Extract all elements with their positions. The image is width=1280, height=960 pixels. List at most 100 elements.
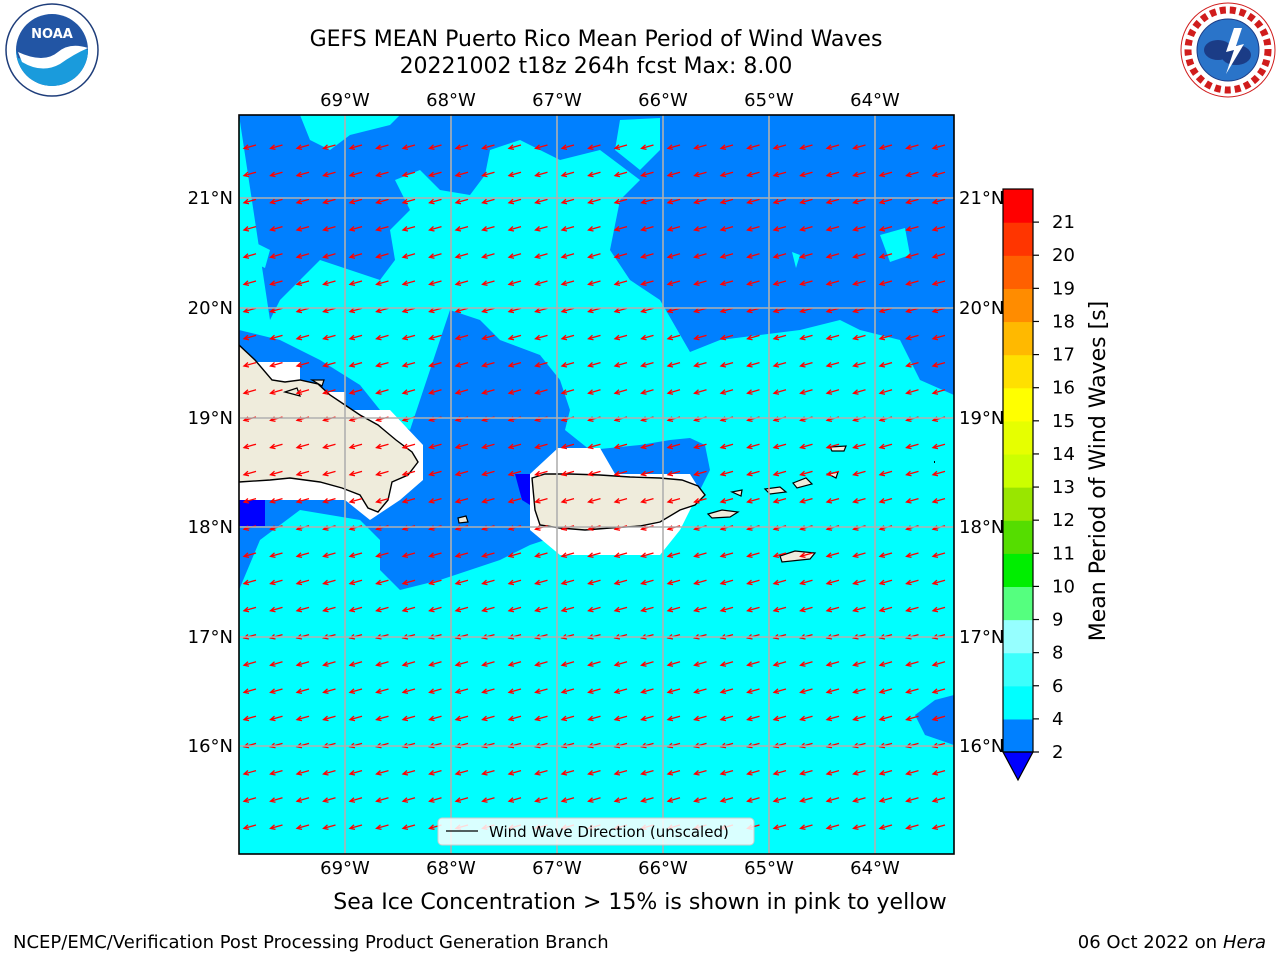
wind-wave-arrow xyxy=(588,688,601,694)
wind-wave-arrow xyxy=(932,824,946,830)
lon-label: 64°W xyxy=(850,90,900,111)
wave-period-region-north xyxy=(239,115,954,395)
lon-label: 66°W xyxy=(638,858,688,879)
wind-wave-arrow xyxy=(535,497,548,503)
wind-wave-arrow xyxy=(747,171,760,177)
wind-wave-arrow xyxy=(323,389,336,394)
wind-wave-arrow-head xyxy=(640,579,647,586)
wind-wave-arrow xyxy=(800,797,813,802)
colorbar-tick-label: 4 xyxy=(1052,709,1063,730)
wind-wave-arrow xyxy=(773,797,787,802)
colorbar-tick-label: 12 xyxy=(1052,510,1075,531)
wind-wave-arrow-head xyxy=(719,498,727,504)
wind-wave-arrow-head xyxy=(878,307,886,314)
lat-label: 19°N xyxy=(188,408,233,429)
wind-wave-arrow xyxy=(906,361,919,367)
wind-wave-arrow-head xyxy=(719,198,727,205)
wind-wave-arrow-head xyxy=(428,443,435,450)
wind-wave-arrow-head xyxy=(905,770,912,776)
wind-wave-arrow-head xyxy=(560,362,568,368)
wind-wave-arrow-head xyxy=(666,253,674,259)
colorbar-tick-label: 19 xyxy=(1052,278,1075,299)
wind-wave-arrow xyxy=(853,824,866,830)
wind-wave-arrow-head xyxy=(693,715,700,722)
wind-wave-arrow xyxy=(906,661,919,666)
wind-wave-arrow-head xyxy=(878,144,886,151)
wind-wave-arrow xyxy=(614,361,628,367)
wind-wave-arrow-head xyxy=(242,334,250,341)
wind-wave-arrow xyxy=(853,334,866,340)
wind-wave-arrow-head xyxy=(375,770,382,776)
wind-wave-arrow xyxy=(800,715,813,721)
wind-wave-arrow-head xyxy=(878,824,886,831)
wind-wave-arrow xyxy=(243,198,257,204)
wind-wave-arrow-head xyxy=(560,661,568,667)
wind-wave-arrow-head xyxy=(799,770,806,776)
wind-wave-arrow xyxy=(720,688,734,694)
wind-wave-arrow-head xyxy=(719,280,727,287)
wave-period-deep-central xyxy=(515,474,530,505)
wind-wave-arrow-head xyxy=(693,498,700,504)
wind-wave-arrow xyxy=(588,334,601,340)
wind-wave-arrow-head xyxy=(878,253,886,259)
wind-wave-arrow xyxy=(932,715,946,721)
wind-wave-arrow-head xyxy=(613,797,621,803)
wind-wave-arrow-head xyxy=(799,280,806,287)
wind-wave-arrow-head xyxy=(295,280,303,287)
wind-wave-arrow-head xyxy=(269,470,276,477)
wind-wave-arrow-head xyxy=(587,661,594,667)
wind-wave-arrow xyxy=(349,389,363,394)
wind-wave-arrow xyxy=(879,552,893,558)
wind-wave-arrow-head xyxy=(905,171,912,178)
wind-wave-arrow-head xyxy=(878,389,886,395)
wind-wave-arrow-head xyxy=(746,443,753,450)
wind-wave-arrow xyxy=(614,797,628,802)
wind-wave-arrow-head xyxy=(852,579,859,586)
wind-wave-arrow-head xyxy=(507,334,515,341)
wind-wave-arrow-head xyxy=(666,470,674,477)
footer-date-text: 06 Oct 2022 on xyxy=(1077,932,1223,953)
lat-label: 17°N xyxy=(959,627,1004,648)
wind-wave-arrow-head xyxy=(322,253,329,259)
wind-wave-arrow xyxy=(588,171,601,177)
wind-wave-arrow-head xyxy=(295,715,303,722)
wind-wave-arrow-head xyxy=(799,144,806,151)
legend-label: Wind Wave Direction (unscaled) xyxy=(489,823,729,841)
lat-label: 16°N xyxy=(188,736,233,757)
wind-wave-arrow-head xyxy=(825,362,833,368)
wind-wave-arrow-head xyxy=(242,253,250,259)
wind-wave-arrow-head xyxy=(295,634,303,640)
wind-wave-arrow-head xyxy=(348,280,356,287)
wind-wave-arrow xyxy=(561,144,575,150)
wind-wave-arrow-head xyxy=(401,552,409,559)
wind-wave-arrow-head xyxy=(878,552,886,559)
wind-wave-arrow-head xyxy=(560,498,568,504)
wind-wave-arrow xyxy=(694,171,707,177)
wind-wave-arrow xyxy=(323,661,336,666)
wind-wave-arrow-head xyxy=(852,688,859,695)
wind-wave-arrow-head xyxy=(348,498,356,504)
wind-wave-arrow xyxy=(508,661,522,666)
wind-wave-arrow-head xyxy=(534,498,541,504)
wind-wave-arrow-head xyxy=(454,606,462,613)
wind-wave-arrow xyxy=(641,253,654,258)
wind-wave-arrow-head xyxy=(401,661,409,667)
wind-wave-arrow xyxy=(561,334,575,340)
wind-wave-arrow-head xyxy=(454,688,462,695)
wind-wave-arrow xyxy=(429,470,442,476)
wind-wave-arrow xyxy=(429,334,442,340)
wind-wave-arrow xyxy=(826,334,840,340)
wind-wave-arrow-head xyxy=(878,661,886,667)
colorbar-tick-label: 16 xyxy=(1052,378,1075,399)
wind-wave-arrow-head xyxy=(587,307,594,314)
wind-wave-arrow-head xyxy=(507,470,515,477)
wind-wave-arrow xyxy=(323,470,336,476)
wind-wave-arrow xyxy=(402,443,416,449)
wind-wave-arrow xyxy=(641,497,654,503)
footer-date: 06 Oct 2022 on Hera xyxy=(1078,932,1266,953)
wind-wave-arrow-head xyxy=(799,334,806,341)
wind-wave-arrow xyxy=(296,470,310,476)
wind-wave-arrow-head xyxy=(719,579,727,586)
wind-wave-arrow-head xyxy=(799,797,806,803)
wind-wave-arrow xyxy=(773,171,787,177)
